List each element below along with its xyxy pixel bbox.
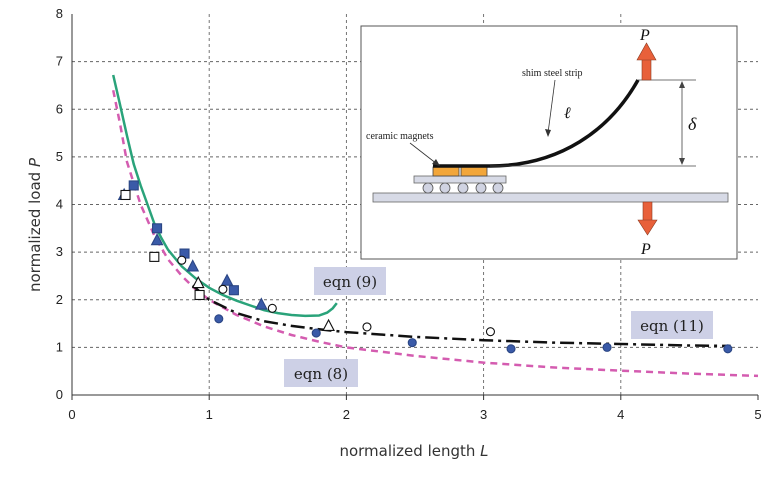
magnet-block	[432, 166, 460, 177]
length-label: ℓ	[564, 105, 571, 122]
data-point	[602, 342, 612, 352]
data-point	[152, 223, 163, 234]
data-point	[267, 303, 277, 313]
data-point	[218, 284, 228, 294]
strip-label: shim steel strip	[522, 68, 583, 79]
magnet-block	[460, 166, 488, 177]
load-arrow-down	[637, 201, 658, 236]
x-tick-label: 0	[68, 407, 75, 422]
series-line	[191, 284, 731, 348]
callout-eqn-8-text: eqn (8)	[294, 365, 348, 383]
y-tick-label: 2	[56, 292, 63, 307]
y-tick-label: 7	[56, 54, 63, 69]
shim-strip	[433, 79, 640, 168]
data-point	[362, 322, 372, 332]
load-label-top: P	[639, 27, 650, 44]
data-point	[120, 189, 131, 201]
data-point	[485, 327, 496, 337]
data-point	[220, 273, 234, 286]
data-point	[723, 344, 733, 354]
data-point	[506, 344, 516, 354]
callout-eqn-11-text: eqn (11)	[640, 317, 704, 335]
data-point	[186, 259, 200, 272]
callout-eqn-11: eqn (11)	[631, 311, 713, 339]
data-point	[214, 314, 224, 324]
data-markers	[117, 180, 733, 354]
rollers	[422, 182, 504, 194]
y-tick-label: 5	[56, 149, 63, 164]
delta-label: δ	[688, 114, 697, 134]
data-point	[150, 233, 164, 246]
data-point	[149, 251, 160, 262]
x-tick-label: 5	[754, 407, 761, 422]
data-point	[407, 338, 417, 348]
data-point	[254, 297, 268, 310]
callout-eqn-9: eqn (9)	[314, 267, 386, 295]
data-point	[128, 180, 139, 191]
data-point	[311, 328, 321, 338]
load-label-bottom: P	[640, 241, 651, 258]
callout-eqn-9-text: eqn (9)	[323, 273, 377, 291]
data-point	[228, 285, 239, 296]
y-tick-label: 0	[56, 387, 63, 402]
data-point	[177, 255, 187, 265]
y-axis-label: normalized load P	[26, 157, 44, 292]
inset-schematic: δ P P shim steel strip ℓ ceramic magnets	[360, 25, 738, 260]
carriage	[413, 175, 507, 184]
data-point	[322, 318, 335, 331]
x-tick-label: 4	[617, 407, 624, 422]
callout-eqn-8: eqn (8)	[284, 359, 358, 387]
y-tick-label: 1	[56, 339, 63, 354]
y-tick-label: 6	[56, 101, 63, 116]
x-tick-label: 3	[480, 407, 487, 422]
y-tick-label: 3	[56, 244, 63, 259]
y-tick-label: 8	[56, 6, 63, 21]
data-point	[194, 289, 205, 301]
base-plate	[372, 192, 729, 203]
magnets-label: ceramic magnets	[366, 131, 434, 142]
data-point	[191, 275, 205, 289]
x-tick-label: 2	[343, 407, 350, 422]
x-tick-label: 1	[206, 407, 213, 422]
axes: 0 1 2 3 4 5 6 7 8 0 1 2 3 4 5	[56, 6, 762, 422]
x-axis-label: normalized length L	[339, 442, 488, 460]
series-line	[111, 74, 338, 318]
y-tick-label: 4	[56, 197, 63, 212]
load-arrow-up	[636, 42, 657, 81]
